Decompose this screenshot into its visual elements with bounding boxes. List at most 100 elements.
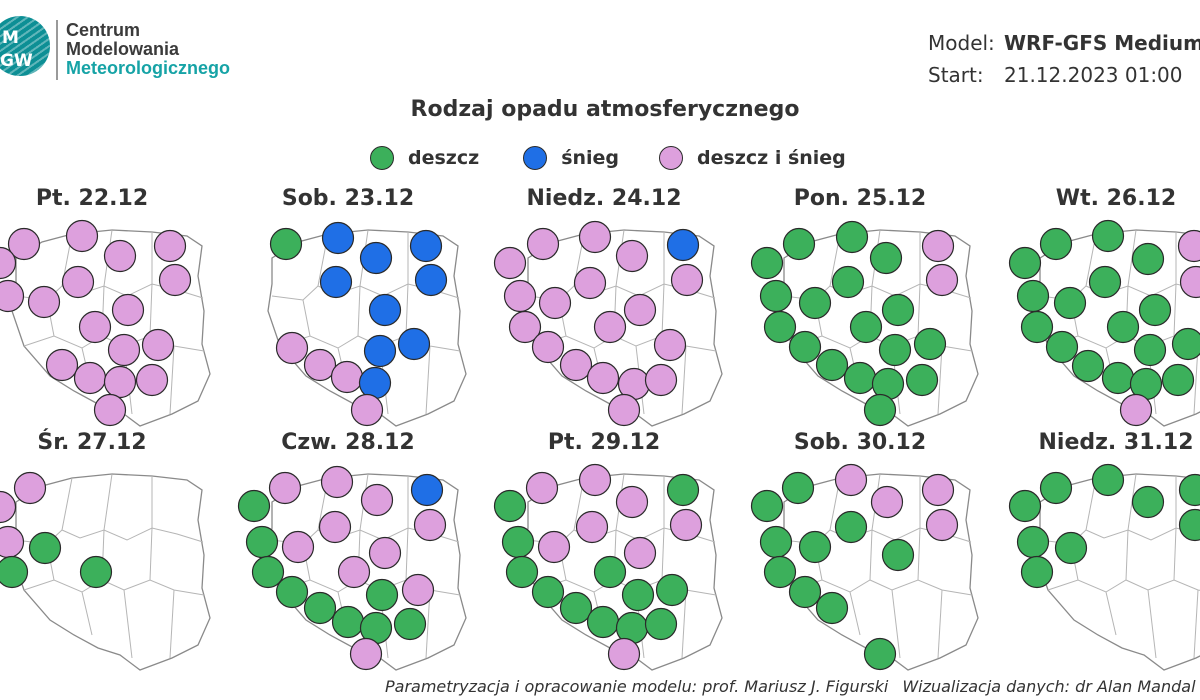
region-border — [791, 579, 973, 596]
organization-name: Centrum Modelowania Meteorologicznego — [66, 21, 230, 78]
region-border — [849, 591, 861, 636]
map-day-8: Pt. 29.12 — [493, 430, 744, 685]
start-value: 21.12.2023 01:00 — [1004, 63, 1183, 87]
mixed-point — [607, 393, 641, 427]
poland-map — [267, 221, 467, 427]
region-border — [103, 473, 113, 531]
rain-point — [1016, 279, 1050, 313]
mixed-point — [1177, 229, 1200, 263]
region-border — [425, 345, 431, 415]
region-border — [937, 589, 943, 659]
snow-point — [666, 228, 700, 262]
rain-point — [1161, 363, 1195, 397]
mixed-point — [526, 227, 560, 261]
rain-point — [1053, 286, 1087, 320]
map-day-3: Niedz. 24.12 — [493, 186, 744, 441]
mixed-point — [281, 530, 315, 564]
rain-point — [759, 279, 793, 313]
rain-point — [28, 531, 62, 565]
rain-point — [788, 575, 822, 609]
rain-point — [763, 310, 797, 344]
mixed-point — [653, 328, 687, 362]
rain-point — [834, 510, 868, 544]
mixed-point — [1119, 393, 1153, 427]
mixed-point — [615, 485, 649, 519]
mixed-point — [103, 365, 137, 399]
rain-point — [863, 637, 897, 671]
region-border — [169, 345, 175, 415]
mixed-point — [0, 279, 25, 313]
mixed-point — [65, 219, 99, 253]
map-day-4: Pon. 25.12 — [750, 186, 1000, 441]
model-value: WRF-GFS Medium — [1004, 31, 1200, 55]
rain-point — [1178, 508, 1200, 542]
map-day-9: Sob. 30.12 — [750, 430, 1000, 685]
mixed-point — [669, 508, 703, 542]
map-day-1: Pt. 22.12 — [0, 186, 232, 441]
mixed-point — [303, 348, 337, 382]
rain-point — [331, 605, 365, 639]
mixed-point — [508, 310, 542, 344]
rain-point — [269, 227, 303, 261]
mixed-point — [525, 471, 559, 505]
poland-map — [1008, 219, 1200, 427]
cmm-logo-icon: M GW — [0, 16, 50, 76]
map-date-label: Sob. 30.12 — [793, 430, 927, 455]
rain-point — [365, 578, 399, 612]
rain-point — [251, 555, 285, 589]
mixed-point — [493, 246, 527, 280]
region-border — [302, 299, 311, 337]
rain-point — [1039, 471, 1073, 505]
mixed-point — [1179, 265, 1200, 299]
region-border — [169, 589, 175, 659]
rain-point — [750, 489, 784, 523]
region-border — [681, 589, 687, 659]
mixed-point — [578, 220, 612, 254]
mixed-point — [623, 293, 657, 327]
rain-point — [1101, 361, 1135, 395]
mixed-point — [925, 263, 959, 297]
region-border — [61, 477, 73, 531]
region-border — [1193, 589, 1199, 659]
region-border — [661, 283, 665, 337]
rain-point — [1039, 227, 1073, 261]
mixed-swatch-icon — [659, 146, 684, 170]
model-label: Model: — [928, 31, 995, 55]
rain-point — [1020, 310, 1054, 344]
map-date-label: Niedz. 24.12 — [526, 186, 682, 211]
rain-point — [815, 591, 849, 625]
rain-point — [1016, 525, 1050, 559]
rain-point — [1008, 489, 1042, 523]
legend: deszcz śnieg deszcz i śnieg — [370, 145, 846, 171]
mixed-point — [350, 393, 384, 427]
snow-point — [414, 263, 448, 297]
region-border — [1173, 283, 1177, 337]
rain-point — [655, 573, 689, 607]
rain-point — [913, 327, 947, 361]
mixed-point — [644, 363, 678, 397]
mixed-point — [107, 333, 141, 367]
rain-point — [763, 555, 797, 589]
start-label: Start: — [928, 63, 984, 87]
mixed-point — [538, 286, 572, 320]
rain-point — [750, 246, 784, 280]
rain-point — [759, 525, 793, 559]
logo-divider — [56, 20, 58, 80]
rain-point — [1045, 330, 1079, 364]
region-border — [661, 527, 665, 581]
rain-point — [393, 607, 427, 641]
rain-point — [559, 591, 593, 625]
region-border — [123, 589, 133, 659]
mixed-point — [7, 227, 41, 261]
mixed-point — [559, 348, 593, 382]
region-border — [937, 345, 943, 415]
map-date-label: Wt. 26.12 — [1055, 186, 1177, 211]
region-border — [1047, 579, 1200, 593]
rain-point — [798, 286, 832, 320]
rain-point — [79, 555, 113, 589]
region-border — [869, 529, 873, 581]
region-border — [1105, 591, 1117, 636]
mixed-point — [623, 536, 657, 570]
start-row: Start: 21.12.2023 01:00 — [928, 59, 1200, 91]
map-day-2: Sob. 23.12 — [248, 186, 488, 441]
